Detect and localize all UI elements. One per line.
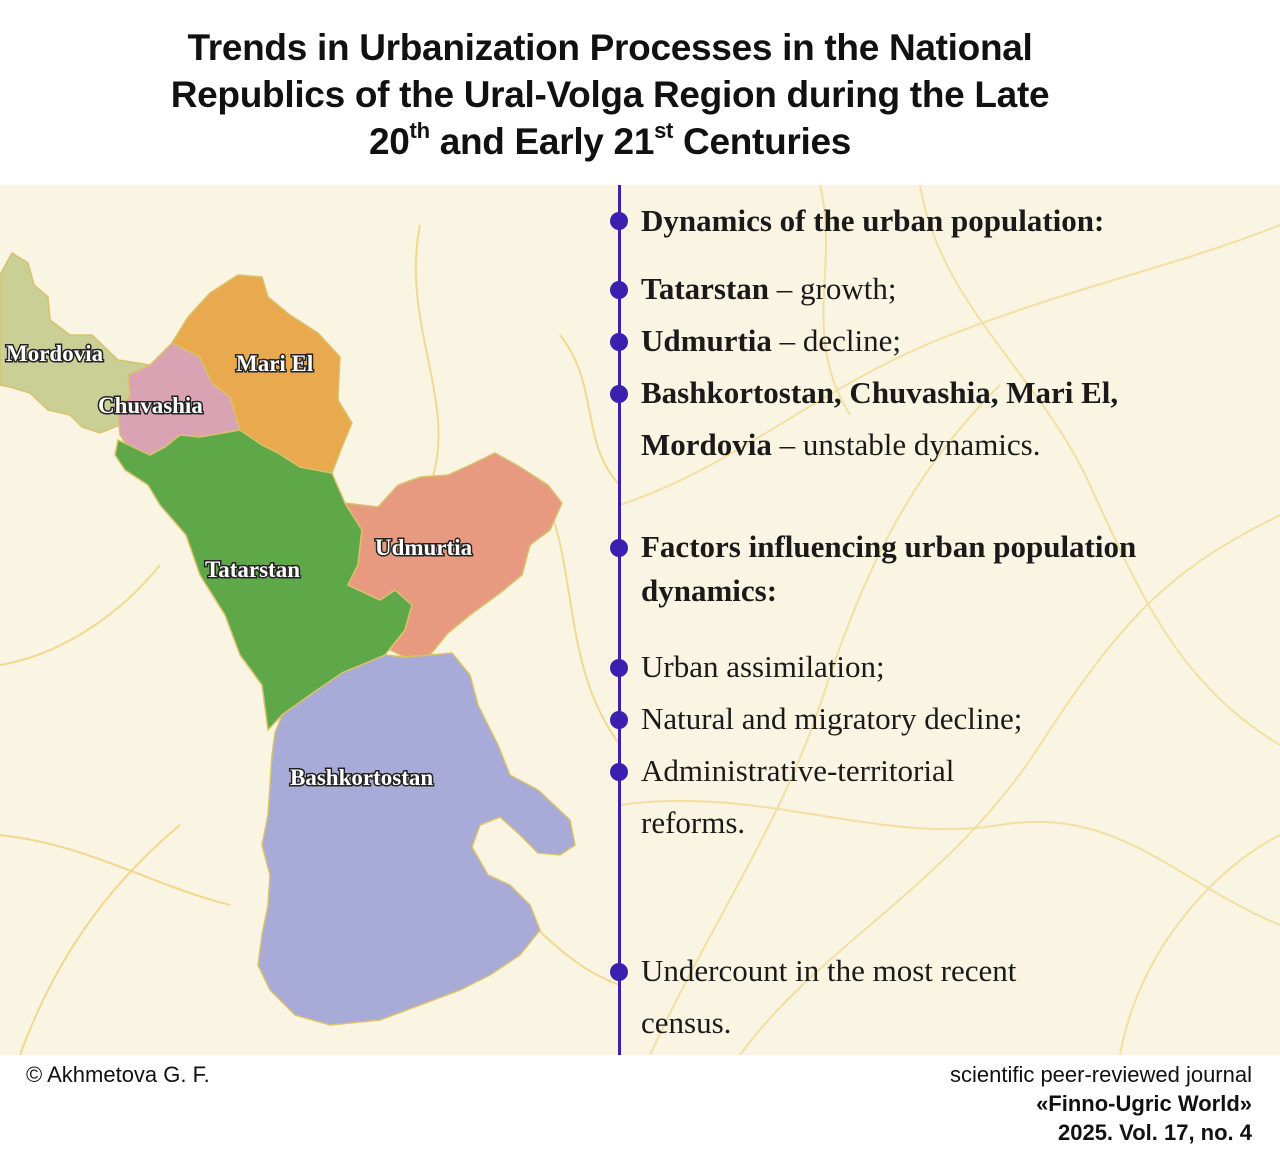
journal-name: «Finno-Ugric World» [1036, 1091, 1252, 1116]
map: Mordovia Chuvashia Mari El Tatarstan Udm… [0, 224, 620, 1055]
author-credit: © Akhmetova G. F. [26, 1062, 210, 1087]
factor-item-assimilation: Urban assimilation; [641, 649, 885, 684]
label-chuvashia: Chuvashia [98, 393, 203, 418]
bullet-dot [610, 385, 628, 403]
label-udmurtia: Udmurtia [375, 535, 473, 560]
bullet-dot [610, 659, 628, 677]
bullet-dot [610, 963, 628, 981]
label-tatarstan: Tatarstan [205, 557, 300, 582]
bullet-dot [610, 281, 628, 299]
label-mordovia: Mordovia [6, 341, 104, 366]
factor-item-reforms: Administrative-territorial reforms. [641, 753, 955, 840]
background-rivers [620, 185, 1280, 1055]
dynamics-item-tatarstan: Tatarstan – growth; [641, 271, 897, 306]
bullet-dot [610, 212, 628, 230]
region-mari-el [170, 274, 353, 474]
bullet-dot [610, 333, 628, 351]
dynamics-item-unstable: Bashkortostan, Chuvashia, Mari El, Mordov… [641, 375, 1119, 462]
factor-item-undercount: Undercount in the most recent census. [641, 953, 1017, 1040]
journal-issue: 2025. Vol. 17, no. 4 [1057, 1120, 1252, 1145]
title-line-2: Republics of the Ural-Volga Region durin… [170, 74, 1050, 115]
dynamics-heading: Dynamics of the urban population: [641, 203, 1105, 238]
bullet-dot [610, 539, 628, 557]
region-bashkortostan [257, 652, 576, 1026]
journal-line-1: scientific peer-reviewed journal [949, 1062, 1252, 1087]
factors-heading: Factors influencing urban population dyna… [641, 529, 1137, 608]
title-line-1: Trends in Urbanization Processes in the … [187, 27, 1033, 68]
title-line-3: 20th and Early 21st Centuries [368, 118, 852, 163]
factor-item-decline: Natural and migratory decline; [641, 701, 1023, 736]
timeline-divider [618, 185, 621, 1055]
dynamics-item-udmurtia: Udmurtia – decline; [641, 323, 902, 358]
infographic-panel: Mordovia Chuvashia Mari El Tatarstan Udm… [0, 185, 1280, 1055]
page-title: Trends in Urbanization Processes in the … [0, 24, 1220, 165]
region-udmurtia [343, 452, 563, 658]
journal-info: scientific peer-reviewed journal «Finno-… [950, 1060, 1252, 1147]
label-bashkortostan: Bashkortostan [290, 765, 433, 790]
bullet-dot [610, 763, 628, 781]
bullet-dot [610, 711, 628, 729]
label-mari-el: Mari El [236, 351, 313, 376]
